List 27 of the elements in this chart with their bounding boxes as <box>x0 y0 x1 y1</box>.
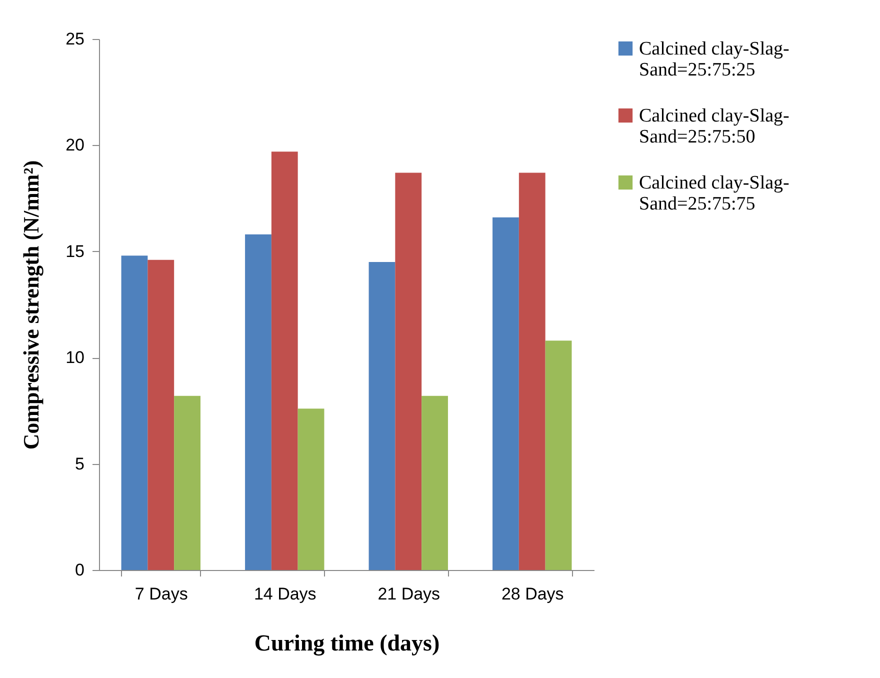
y-tick-label: 15 <box>66 242 84 261</box>
y-tick-label: 0 <box>75 560 84 580</box>
legend-label: Calcined clay-Slag-Sand=25:75:50 <box>639 106 790 148</box>
bar <box>271 152 298 570</box>
bar <box>545 340 572 570</box>
y-tick-label: 25 <box>66 30 84 48</box>
x-axis-title: Curing time (days) <box>254 630 440 656</box>
y-tick-label: 20 <box>66 136 84 155</box>
bar <box>298 408 324 570</box>
bar <box>121 256 148 570</box>
x-tick-label: 21 Days <box>378 584 440 604</box>
bar <box>368 262 396 570</box>
x-tick-label: 7 Days <box>134 584 188 604</box>
legend-label: Calcined clay-Slag-Sand=25:75:75 <box>639 172 790 214</box>
x-tick-label: 28 Days <box>501 584 564 604</box>
bar <box>395 172 422 570</box>
y-axis-title: Compressive strength (N/mm²) <box>18 160 44 450</box>
bar <box>422 396 448 570</box>
y-tick-label: 5 <box>75 454 84 474</box>
x-tick-label: 14 Days <box>254 584 316 604</box>
y-tick-label: 10 <box>66 348 84 368</box>
legend-label: Calcined clay-Slag-Sand=25:75:25 <box>639 38 790 80</box>
bar <box>148 260 174 570</box>
bar <box>492 217 519 570</box>
bar <box>518 172 546 570</box>
bar <box>245 234 272 570</box>
bar <box>174 396 200 570</box>
